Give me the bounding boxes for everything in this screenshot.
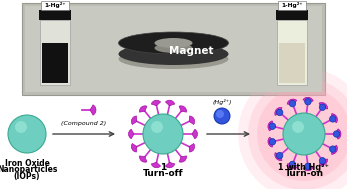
Bar	[278, 1, 306, 10]
Bar	[41, 1, 69, 10]
Wedge shape	[189, 116, 195, 125]
Wedge shape	[166, 100, 175, 106]
Circle shape	[283, 113, 325, 155]
Wedge shape	[335, 129, 341, 139]
Wedge shape	[151, 162, 161, 168]
Wedge shape	[303, 165, 313, 171]
Ellipse shape	[118, 43, 229, 65]
Wedge shape	[132, 143, 137, 152]
Ellipse shape	[154, 38, 193, 48]
Circle shape	[269, 123, 276, 129]
Circle shape	[333, 131, 340, 137]
Text: 1: 1	[160, 163, 166, 171]
Wedge shape	[90, 105, 96, 115]
Circle shape	[319, 104, 326, 110]
Ellipse shape	[154, 43, 193, 53]
Text: Iron Oxide: Iron Oxide	[5, 160, 49, 169]
Circle shape	[319, 158, 326, 164]
Circle shape	[214, 108, 230, 124]
Bar	[279, 43, 305, 83]
Text: Turn-on: Turn-on	[285, 170, 323, 178]
Bar	[22, 3, 325, 95]
Wedge shape	[151, 100, 161, 106]
Wedge shape	[166, 162, 175, 168]
Bar	[39, 10, 71, 20]
Text: (Compound 2): (Compound 2)	[61, 121, 107, 126]
Circle shape	[143, 114, 183, 154]
Circle shape	[269, 139, 276, 145]
Wedge shape	[331, 145, 337, 154]
Bar	[25, 6, 322, 92]
Wedge shape	[192, 129, 197, 139]
Circle shape	[257, 87, 347, 181]
Ellipse shape	[118, 49, 229, 69]
Text: 1-Hg²⁺: 1-Hg²⁺	[281, 2, 303, 9]
Wedge shape	[287, 163, 297, 169]
Wedge shape	[139, 106, 147, 112]
Wedge shape	[275, 153, 282, 161]
Wedge shape	[331, 114, 337, 123]
Text: 1-Hg²⁺: 1-Hg²⁺	[44, 2, 66, 9]
Circle shape	[277, 152, 283, 159]
Circle shape	[330, 116, 336, 122]
Bar	[42, 43, 68, 83]
Text: Nanoparticles: Nanoparticles	[0, 166, 57, 174]
Circle shape	[15, 121, 27, 133]
Text: Turn-off: Turn-off	[143, 170, 183, 178]
Wedge shape	[139, 156, 147, 162]
Circle shape	[277, 109, 283, 116]
Wedge shape	[268, 137, 274, 147]
Wedge shape	[319, 102, 328, 109]
Text: (IOPs): (IOPs)	[14, 171, 40, 180]
Text: 1 with Hg²⁺: 1 with Hg²⁺	[279, 163, 330, 171]
Bar	[277, 20, 307, 85]
Ellipse shape	[118, 32, 229, 54]
Wedge shape	[179, 156, 187, 162]
Wedge shape	[319, 159, 328, 166]
Wedge shape	[268, 121, 274, 131]
Circle shape	[151, 121, 163, 133]
Circle shape	[305, 163, 311, 170]
Circle shape	[248, 78, 347, 189]
Wedge shape	[179, 106, 187, 112]
Circle shape	[330, 146, 336, 152]
Circle shape	[289, 100, 296, 107]
Wedge shape	[303, 97, 313, 103]
Bar	[40, 20, 70, 85]
Circle shape	[289, 161, 296, 168]
Wedge shape	[132, 116, 137, 125]
Text: Magnet: Magnet	[169, 46, 214, 56]
Wedge shape	[189, 143, 195, 152]
Circle shape	[292, 121, 304, 133]
Circle shape	[8, 115, 46, 153]
Bar	[276, 10, 308, 20]
Wedge shape	[287, 99, 297, 105]
Text: (Hg²⁺): (Hg²⁺)	[212, 99, 232, 105]
Wedge shape	[275, 107, 282, 115]
Circle shape	[305, 98, 311, 105]
Wedge shape	[128, 129, 134, 139]
Circle shape	[238, 68, 347, 189]
Circle shape	[216, 110, 224, 118]
